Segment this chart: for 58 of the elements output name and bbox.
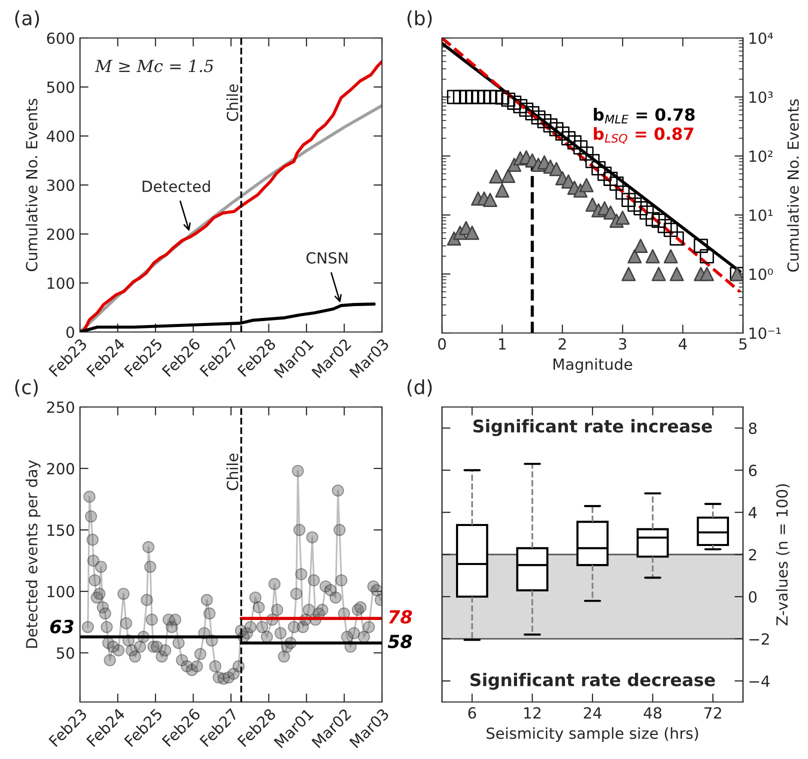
- x-tick-label: 4: [678, 338, 687, 350]
- y-tick-label: 50: [56, 647, 74, 659]
- y2-tick-label: 10⁴: [750, 32, 773, 44]
- y2-tick-label: −2: [749, 633, 769, 645]
- x-tick-label: 48: [644, 707, 662, 719]
- chart-title: (a): [15, 10, 39, 28]
- y2-axis-title: Z-values (n = 100): [776, 484, 790, 626]
- x-tick-label: 6: [468, 707, 476, 719]
- x-tick-label: 24: [584, 707, 602, 718]
- y-tick-label: 100: [48, 277, 74, 290]
- x-axis-title: Seismicity sample size (hrs): [486, 727, 698, 742]
- data-label: 63: [50, 620, 74, 634]
- chart-title: (b): [408, 10, 432, 28]
- y2-tick-label: 10²: [750, 150, 772, 162]
- y-axis-title: Detected events per day: [26, 460, 40, 648]
- x-tick-label: 72: [704, 707, 722, 718]
- x-tick-label: 1: [499, 338, 506, 350]
- ref-line-label: Chile: [226, 84, 238, 121]
- annotation: Significant rate decrease: [470, 672, 715, 690]
- ref-line-label: Chile: [226, 454, 238, 490]
- y2-tick-label: 0: [748, 591, 757, 603]
- data-label: 58: [388, 634, 412, 648]
- series-label: b$_{MLE}$ = 0.78: [594, 108, 695, 124]
- y-tick-label: 500: [47, 81, 74, 94]
- annotation: Significant rate increase: [473, 419, 712, 436]
- y-tick-label: 150: [48, 524, 74, 536]
- chart-title: (c): [15, 379, 38, 397]
- y-tick-label: 600: [47, 32, 74, 44]
- y-tick-label: 200: [47, 228, 74, 240]
- y2-tick-label: 8: [748, 422, 757, 434]
- annotation: CNSN: [306, 252, 348, 264]
- y2-tick-label: 4: [748, 507, 757, 518]
- y-tick-label: 200: [47, 462, 74, 474]
- annotation: Detected: [142, 180, 210, 192]
- x-tick-label: 5: [739, 338, 747, 350]
- y2-tick-label: 10¹: [750, 209, 773, 222]
- y2-tick-label: 2: [748, 548, 756, 560]
- y2-tick-label: 6: [748, 464, 757, 476]
- annotation: M ≥ Mc = 1.5: [94, 60, 214, 72]
- y-tick-label: 0: [66, 326, 74, 338]
- x-tick-label: 2: [558, 338, 566, 350]
- y-tick-label: 100: [48, 586, 74, 598]
- y2-tick-label: 10⁰: [750, 268, 773, 280]
- x-tick-label: 12: [524, 707, 540, 718]
- y-tick-label: 300: [47, 179, 74, 192]
- chart-title: (d): [408, 379, 432, 397]
- data-label: 78: [388, 610, 412, 624]
- x-tick-label: 3: [618, 338, 626, 350]
- y2-axis-title: Cumulative No. Events: [787, 99, 799, 272]
- y-tick-label: 400: [46, 130, 74, 142]
- y2-tick-label: 10³: [750, 91, 773, 104]
- y-tick-label: 250: [47, 401, 74, 414]
- y2-tick-label: −4: [749, 676, 770, 687]
- y-axis-title: Cumulative No. Events: [26, 98, 38, 272]
- x-tick-label: 0: [438, 338, 446, 350]
- y2-tick-label: 10⁻¹: [750, 327, 781, 340]
- series-label: b$_{LSQ}$ = 0.87: [594, 127, 694, 144]
- x-axis-title: Magnitude: [554, 358, 632, 373]
